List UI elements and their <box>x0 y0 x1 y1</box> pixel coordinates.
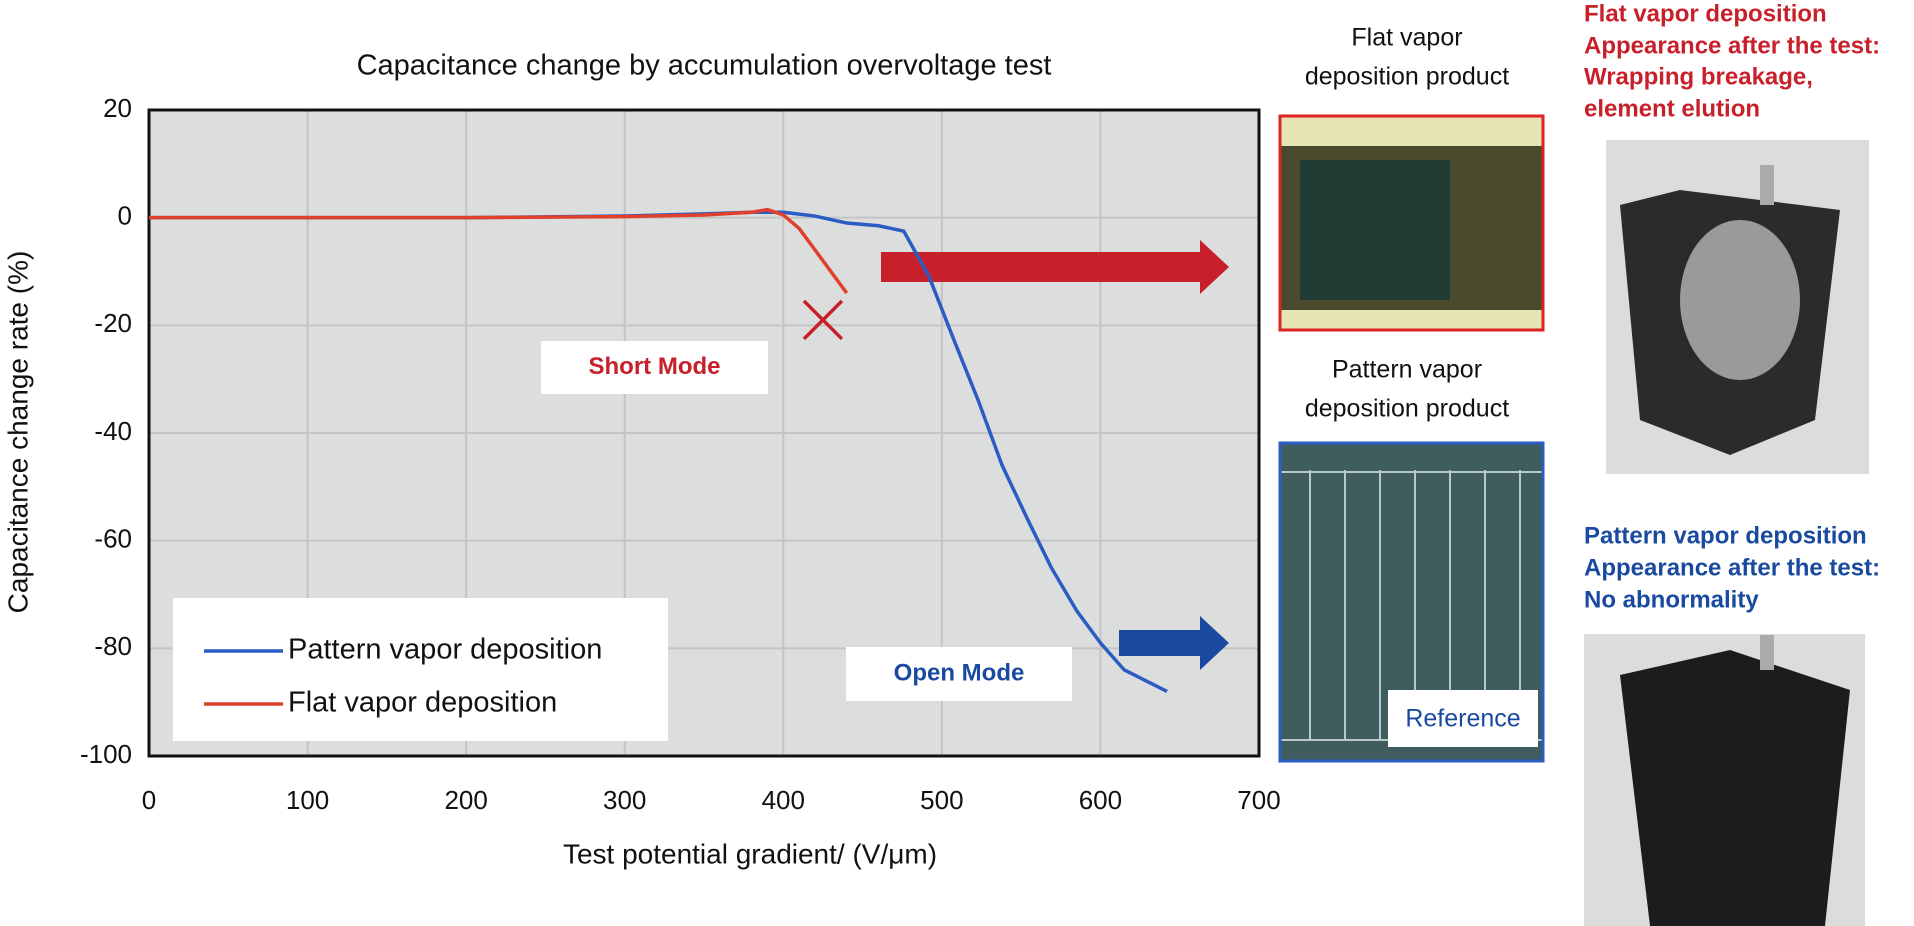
series-line <box>149 207 849 295</box>
x-tick-label: 300 <box>603 785 646 815</box>
legend <box>173 598 668 741</box>
legend-label: Flat vapor deposition <box>288 687 557 719</box>
chart-layer: 0 100 200 300 400 500 600 700200-20-40-60-80-10… <box>2 0 1880 869</box>
x-tick-label: 200 <box>444 785 487 815</box>
result-text: element elution <box>1584 95 1760 122</box>
y-tick-label: 20 <box>103 93 132 123</box>
photo-label: Pattern vapor <box>1332 356 1482 384</box>
result-text: Flat vapor deposition <box>1584 0 1827 27</box>
x-tick-label: 400 <box>762 785 805 815</box>
result-text: Wrapping breakage, <box>1584 63 1813 90</box>
failure-marker <box>802 299 844 341</box>
photo-label: deposition product <box>1305 63 1509 91</box>
x-tick-label: 700 <box>1237 785 1280 815</box>
photo-tag: Reference <box>1405 705 1520 733</box>
result-text: Appearance after the test: <box>1584 32 1880 59</box>
y-tick-label: -80 <box>94 631 132 661</box>
y-tick-label: -20 <box>94 308 132 338</box>
result-text: Pattern vapor deposition <box>1584 522 1867 549</box>
result-text: No abnormality <box>1584 586 1759 613</box>
annotation: Short Mode <box>589 353 721 380</box>
y-tick-label: 0 <box>118 201 132 231</box>
x-tick-label: 600 <box>1079 785 1122 815</box>
annotation: Open Mode <box>894 659 1025 686</box>
y-tick-label: -100 <box>80 739 132 769</box>
annotation-box <box>541 341 768 394</box>
y-tick-label: -60 <box>94 524 132 554</box>
chart-title: Capacitance change by accumulation overv… <box>357 50 1052 82</box>
result-text: Appearance after the test: <box>1584 554 1880 581</box>
red-arrow <box>881 240 1229 294</box>
y-axis-label: Capacitance change rate (%) <box>2 251 33 614</box>
plot-border <box>147 108 1261 758</box>
x-axis-label: Test potential gradient/ (V/μm) <box>563 838 937 869</box>
y-tick-label: -40 <box>94 416 132 446</box>
blue-arrow <box>1119 616 1229 670</box>
photo-label: Flat vapor <box>1351 24 1462 52</box>
flat-photo <box>1278 114 1545 332</box>
pattern-photo <box>1278 441 1545 763</box>
x-tick-label: 0 <box>142 785 156 815</box>
annotation-box <box>846 647 1072 701</box>
photo-label: deposition product <box>1305 395 1509 423</box>
legend-label: Pattern vapor deposition <box>288 634 602 666</box>
x-tick-label: 500 <box>920 785 963 815</box>
x-tick-label: 100 <box>286 785 329 815</box>
capacitor-photo-normal <box>1584 634 1865 926</box>
capacitor-photo-damaged <box>1606 140 1869 474</box>
